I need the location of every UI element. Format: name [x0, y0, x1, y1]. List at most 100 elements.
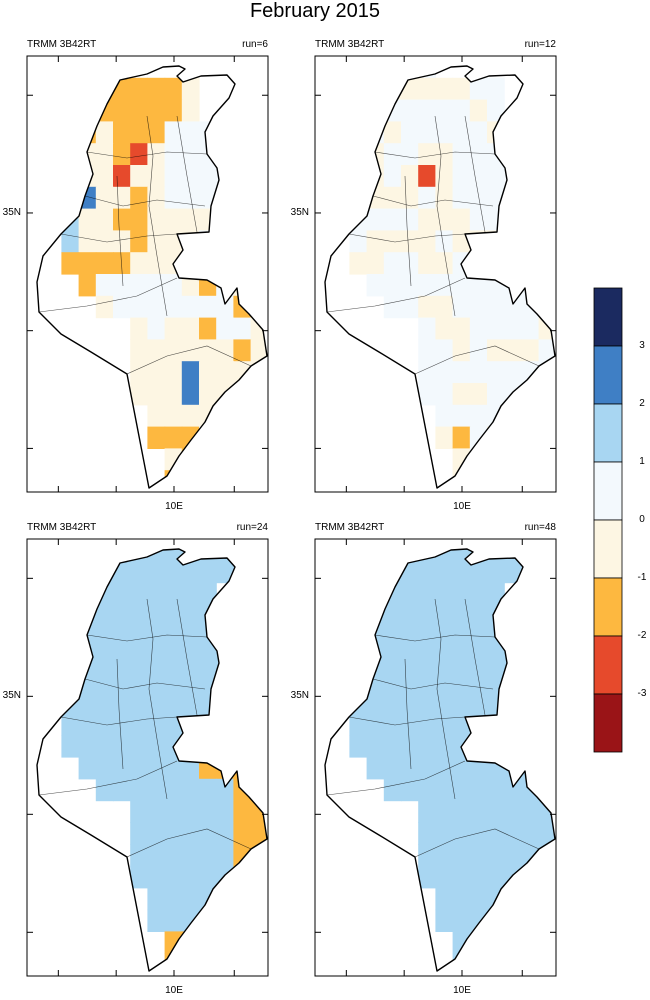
data-cell: [504, 604, 522, 627]
admin-boundary: [116, 175, 124, 287]
data-cell: [164, 626, 183, 649]
data-cell: [504, 404, 522, 428]
data-cell: [199, 230, 217, 253]
data-cell: [521, 121, 540, 144]
data-cell: [521, 887, 540, 911]
data-cell: [147, 274, 166, 297]
data-cell: [233, 669, 252, 693]
data-cell: [487, 383, 505, 406]
data-cell: [469, 99, 488, 122]
data-cell: [216, 800, 234, 823]
data-cell: [487, 866, 505, 889]
data-cell: [147, 800, 166, 823]
data-cell: [366, 208, 385, 231]
data-cell: [435, 165, 454, 188]
data-cell: [250, 404, 267, 428]
data-cell: [452, 448, 471, 471]
data-cell: [383, 735, 402, 758]
data-cell: [469, 560, 488, 584]
data-cell: [181, 953, 200, 971]
data-cell: [469, 648, 488, 671]
data-cell: [164, 121, 183, 144]
data-cell: [418, 143, 436, 166]
map-panel-4: [314, 538, 557, 977]
data-cell: [130, 317, 148, 340]
data-cell: [538, 66, 555, 79]
panel-run-label: run=24: [236, 522, 268, 533]
data-cell: [504, 448, 522, 471]
data-cell: [181, 735, 200, 758]
panel-source-label: TRMM 3B42RT: [27, 522, 97, 533]
data-cell: [164, 383, 183, 406]
data-cell: [487, 822, 505, 845]
data-cell: [538, 383, 555, 406]
data-cell: [199, 274, 217, 297]
data-cell: [469, 77, 488, 101]
data-cell: [164, 208, 183, 231]
data-cell: [521, 604, 540, 627]
data-cell: [250, 295, 267, 319]
admin-boundary: [414, 345, 540, 375]
data-cell: [113, 99, 131, 122]
data-cell: [521, 186, 540, 210]
admin-boundary: [60, 716, 178, 726]
data-cell: [199, 844, 217, 867]
data-cell: [504, 953, 522, 971]
data-cell: [216, 953, 234, 971]
precip-cells: [349, 66, 555, 488]
data-cell: [452, 582, 471, 605]
panel-run-label: run=48: [524, 522, 556, 533]
data-cell: [130, 361, 148, 384]
data-cell: [199, 361, 217, 384]
data-cell: [487, 713, 505, 736]
data-cell: [147, 909, 166, 932]
data-cell: [147, 230, 166, 253]
data-cell: [181, 121, 200, 144]
colorbar-tick-label: 3: [639, 340, 645, 351]
data-cell: [216, 669, 234, 693]
data-cell: [521, 404, 540, 428]
y-tick-label: 35N: [290, 690, 309, 702]
data-cell: [130, 713, 148, 736]
data-cell: [216, 887, 234, 911]
data-cell: [113, 165, 131, 188]
data-cell: [216, 448, 234, 471]
data-cell: [147, 383, 166, 406]
country-border: [324, 548, 556, 972]
data-cell: [538, 295, 555, 319]
data-cell: [504, 560, 522, 584]
data-cell: [383, 757, 402, 780]
data-cell: [469, 383, 488, 406]
data-cell: [250, 735, 267, 758]
data-cell: [130, 186, 148, 210]
data-cell: [61, 208, 80, 231]
data-cell: [250, 800, 267, 823]
data-cell: [435, 648, 454, 671]
data-cell: [147, 604, 166, 627]
data-cell: [452, 295, 471, 319]
data-cell: [435, 317, 454, 340]
data-cell: [181, 143, 200, 166]
data-cell: [61, 669, 80, 693]
data-cell: [521, 735, 540, 758]
data-cell: [435, 844, 454, 867]
data-cell: [181, 800, 200, 823]
data-cell: [538, 165, 555, 188]
data-cell: [435, 339, 454, 362]
data-cell: [199, 648, 217, 671]
data-cell: [216, 361, 234, 384]
data-cell: [401, 582, 419, 605]
data-cell: [366, 560, 385, 584]
data-cell: [147, 317, 166, 340]
data-cell: [504, 426, 522, 449]
data-cell: [383, 165, 402, 188]
data-cell: [130, 274, 148, 297]
colorbar-swatch: [593, 519, 623, 579]
y-tick-label: 35N: [2, 206, 21, 218]
data-cell: [366, 757, 385, 780]
data-cell: [452, 931, 471, 954]
data-cell: [233, 909, 252, 932]
data-cell: [233, 208, 252, 231]
data-cell: [418, 186, 436, 210]
data-cell: [504, 295, 522, 319]
